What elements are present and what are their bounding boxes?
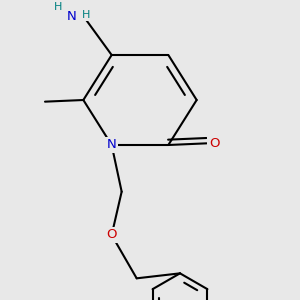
Text: H: H: [54, 2, 62, 12]
Text: O: O: [106, 229, 117, 242]
Text: N: N: [67, 10, 76, 23]
Text: O: O: [209, 137, 219, 150]
Text: H: H: [82, 10, 90, 20]
Text: N: N: [107, 139, 116, 152]
